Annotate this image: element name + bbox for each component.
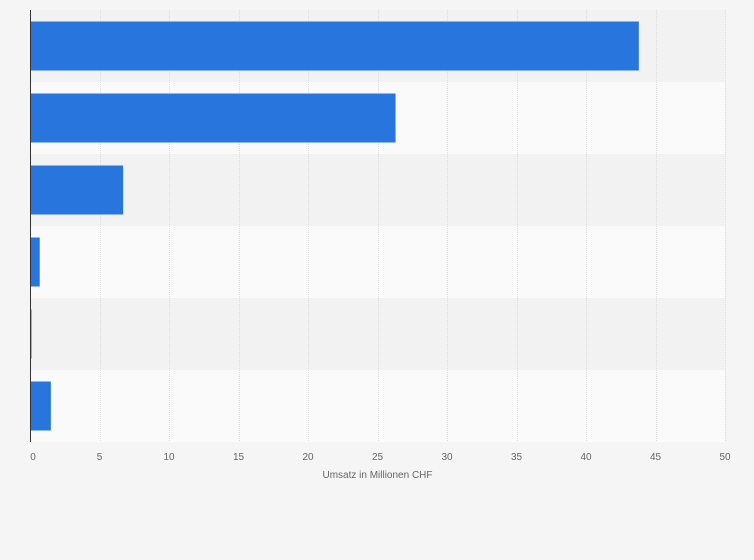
row-band [30,154,725,226]
bar [30,237,40,287]
bars [30,21,639,431]
x-tick-label: 30 [441,452,453,463]
x-tick-label: 35 [511,452,523,463]
bar [30,165,124,215]
row-band [30,370,725,442]
x-axis-title: Umsatz in Millionen CHF [322,470,432,481]
x-tick-label: 10 [163,452,175,463]
x-tick-label: 5 [97,452,103,463]
row-band [30,226,725,298]
bar [30,21,639,71]
x-tick-label: 50 [719,452,731,463]
gridlines [100,10,726,442]
x-tick-label: 15 [233,452,245,463]
bar [30,93,396,143]
x-tick-label: 40 [580,452,592,463]
x-tick-label: 20 [302,452,314,463]
bar [30,381,51,431]
x-tick-labels: 0 5 10 15 20 25 30 35 40 45 50 [30,452,731,463]
row-band [30,298,725,370]
x-tick-label: 25 [372,452,384,463]
x-tick-label: 45 [650,452,662,463]
x-tick-label: 0 [30,452,36,463]
row-bands [30,10,725,442]
